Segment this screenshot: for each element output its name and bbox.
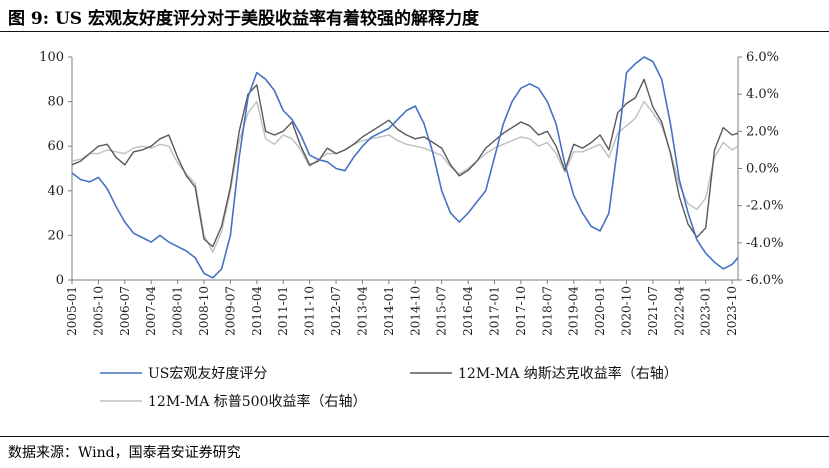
x-tick-label: 2007-04 bbox=[144, 286, 158, 336]
left-tick-label: 40 bbox=[47, 184, 64, 199]
us-score-series-line bbox=[71, 56, 739, 279]
x-tick-label: 2020-10 bbox=[620, 286, 634, 336]
x-tick-label: 2014-01 bbox=[382, 286, 396, 336]
x-tick-label: 2016-04 bbox=[461, 286, 475, 336]
left-tick-label: 80 bbox=[47, 95, 64, 110]
page-title: 图 9: US 宏观友好度评分对于美股收益率有着较强的解释力度 bbox=[8, 9, 479, 29]
left-tick-label: 0 bbox=[56, 273, 64, 288]
x-tick-label: 2023-10 bbox=[725, 286, 739, 336]
right-tick-label: 4.0% bbox=[746, 87, 779, 102]
x-tick-label: 2012-07 bbox=[329, 286, 343, 336]
x-tick-label: 2022-04 bbox=[672, 286, 686, 336]
x-tick-label: 2011-10 bbox=[303, 286, 317, 336]
x-tick-label: 2008-10 bbox=[197, 286, 211, 336]
left-tick-label: 20 bbox=[47, 228, 64, 243]
x-tick-label: 2013-04 bbox=[355, 286, 369, 336]
x-tick-label: 2009-07 bbox=[223, 286, 237, 336]
bottom-divider bbox=[0, 436, 829, 437]
x-tick-label: 2019-04 bbox=[567, 286, 581, 336]
left-tick-label: 100 bbox=[39, 50, 64, 65]
sp500-series-line bbox=[71, 100, 739, 253]
right-tick-label: 6.0% bbox=[746, 50, 779, 65]
nasdaq-series-line bbox=[71, 78, 739, 248]
x-tick-label: 2018-07 bbox=[540, 286, 554, 336]
x-tick-label: 2005-01 bbox=[65, 286, 79, 336]
right-tick-label: 2.0% bbox=[746, 124, 779, 139]
x-tick-label: 2011-01 bbox=[276, 286, 290, 336]
top-divider bbox=[0, 31, 829, 32]
right-tick-label: -2.0% bbox=[746, 199, 783, 214]
legend-us-score-label: US宏观友好度评分 bbox=[148, 366, 267, 382]
legend-nasdaq-label: 12M-MA 纳斯达克收益率（右轴） bbox=[458, 365, 678, 382]
x-tick-label: 2006-07 bbox=[118, 286, 132, 336]
x-tick-label: 2021-07 bbox=[646, 286, 660, 336]
x-tick-label: 2017-10 bbox=[514, 286, 528, 336]
x-tick-label: 2017-01 bbox=[487, 286, 501, 336]
right-tick-label: -4.0% bbox=[746, 236, 783, 251]
right-tick-label: -6.0% bbox=[746, 273, 783, 288]
line-chart: 0 20 40 60 80 100 -6.0% -4.0% -2.0% 0.0% 2.0% 4.0% 6… bbox=[39, 50, 783, 410]
x-tick-label: 2014-10 bbox=[408, 286, 422, 336]
left-tick-label: 60 bbox=[47, 139, 64, 154]
right-tick-label: 0.0% bbox=[746, 162, 779, 177]
x-tick-label: 2015-07 bbox=[435, 286, 449, 336]
x-tick-label: 2023-01 bbox=[699, 286, 713, 336]
source-note: 数据来源：Wind，国泰君安证券研究 bbox=[8, 445, 241, 461]
x-tick-label: 2008-01 bbox=[171, 286, 185, 336]
x-tick-label: 2020-01 bbox=[593, 286, 607, 336]
legend-sp500-label: 12M-MA 标普500收益率（右轴） bbox=[148, 393, 367, 410]
x-tick-label: 2005-10 bbox=[91, 286, 105, 336]
x-tick-label: 2010-04 bbox=[250, 286, 264, 336]
